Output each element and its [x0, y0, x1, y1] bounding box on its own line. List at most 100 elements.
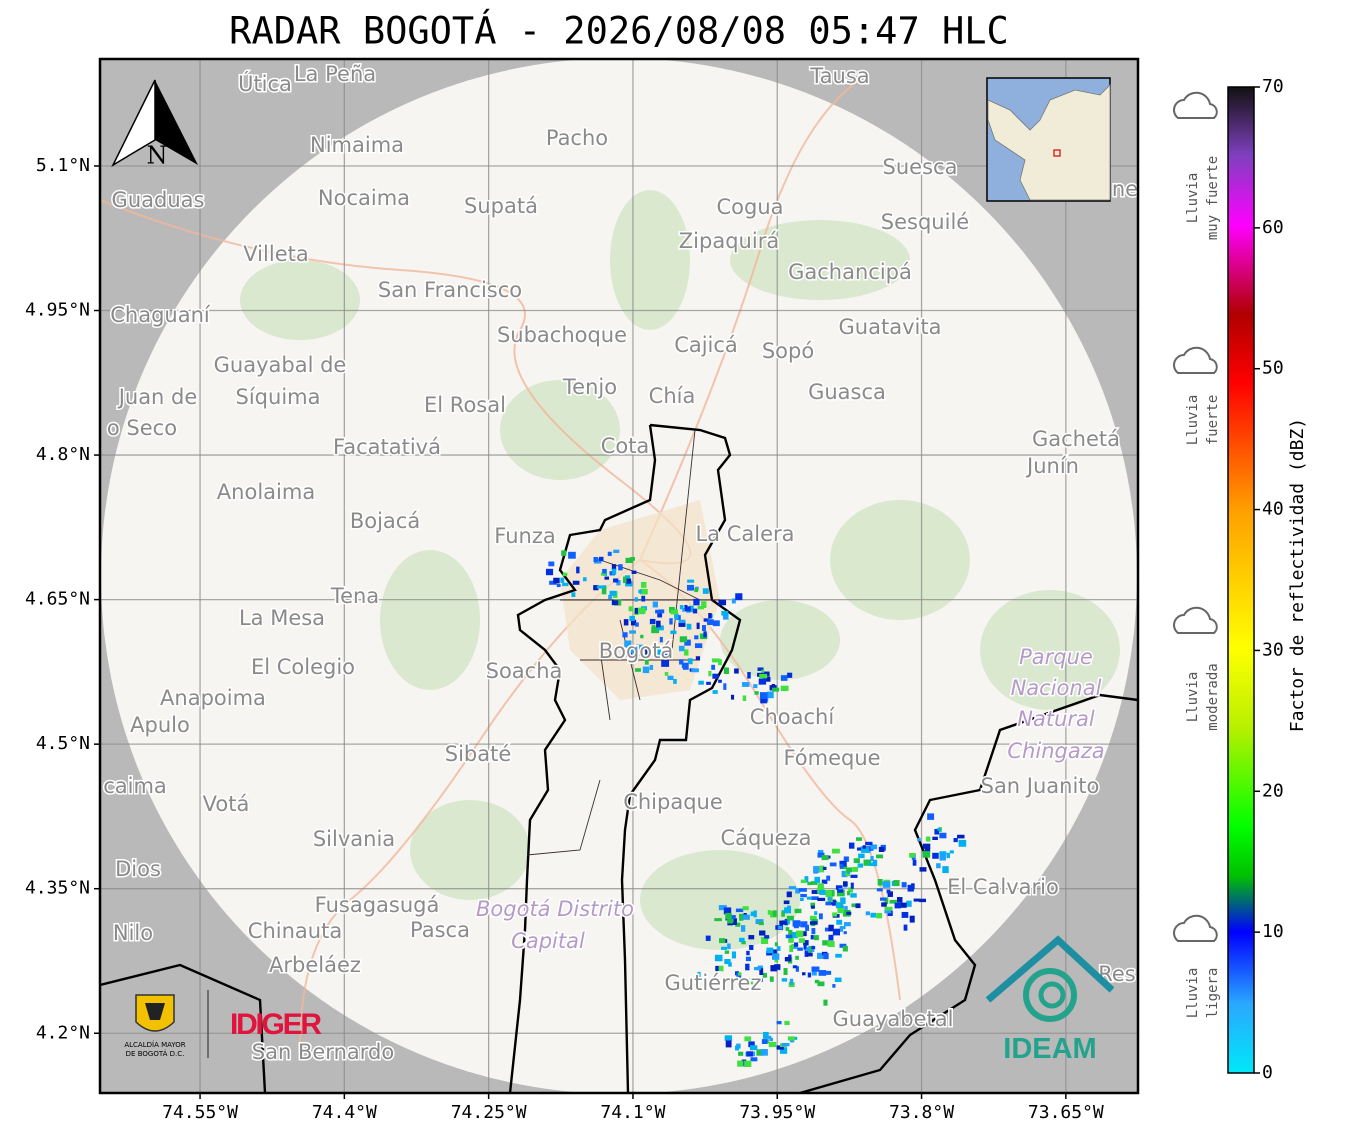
echo [917, 837, 921, 842]
echo [818, 913, 823, 920]
echo [804, 876, 809, 883]
department-border [799, 693, 1138, 1093]
place-label: Fómeque [783, 746, 880, 770]
echo [626, 649, 633, 657]
echo [848, 842, 855, 849]
echo [882, 881, 891, 888]
echo [727, 943, 731, 950]
place-label: Choachí [750, 705, 836, 729]
echo [817, 897, 826, 901]
rain-label: Lluvia [1185, 968, 1201, 1019]
echo [797, 947, 803, 951]
echo [785, 934, 793, 939]
echo [925, 836, 931, 842]
echo [750, 1045, 758, 1051]
echo [760, 697, 768, 704]
echo [842, 881, 848, 887]
echo [798, 938, 806, 943]
echo [624, 640, 632, 648]
echo [788, 954, 792, 959]
echo [746, 1051, 753, 1057]
echo [856, 837, 862, 841]
echo [694, 635, 699, 640]
echo [739, 913, 744, 921]
echo [922, 843, 931, 849]
echo [754, 691, 759, 695]
echo [657, 649, 662, 656]
echo [958, 839, 967, 847]
echo [861, 847, 869, 853]
echo [832, 848, 840, 854]
echo [841, 870, 848, 878]
echo [839, 943, 847, 948]
echo [641, 595, 646, 602]
echo [827, 940, 835, 948]
echo [912, 859, 917, 866]
echo [848, 887, 853, 893]
echo [553, 577, 560, 584]
place-label: San Bernardo [252, 1040, 394, 1064]
echo [747, 672, 751, 679]
echo [683, 649, 689, 656]
echo [622, 632, 628, 638]
echo [679, 659, 684, 665]
echo [635, 644, 644, 652]
place-label: Nimaima [310, 133, 404, 157]
place-label: Sopó [762, 339, 814, 363]
echo [703, 618, 709, 622]
echo [806, 896, 813, 900]
place-label: Sesquilé [881, 210, 969, 234]
weather-icon [1173, 606, 1218, 634]
echo [814, 911, 818, 915]
echo [795, 930, 804, 938]
rain-label: Lluvia [1185, 672, 1201, 723]
echo [737, 972, 742, 976]
echo [919, 867, 927, 872]
echo [900, 902, 907, 908]
echo [682, 608, 686, 612]
place-label: Chipaque [623, 790, 723, 814]
echo [622, 576, 627, 584]
echo [788, 937, 794, 943]
echo [593, 556, 598, 562]
echo [759, 930, 766, 936]
place-label: Soacha [486, 659, 563, 683]
echo [887, 891, 893, 897]
echo [803, 940, 809, 946]
echo [687, 579, 695, 583]
place-label: Arbeláez [269, 953, 361, 977]
echo [640, 581, 647, 588]
echo [901, 882, 907, 888]
echo [705, 935, 711, 941]
echo [736, 972, 742, 980]
echo [939, 832, 947, 839]
echo [843, 922, 851, 927]
echo [835, 885, 843, 890]
echo [696, 622, 700, 630]
echo [863, 859, 872, 866]
echo [695, 656, 701, 661]
place-label: Útica [238, 71, 292, 96]
place-label: Votá [203, 792, 250, 816]
echo [934, 829, 940, 835]
echo [693, 598, 700, 606]
place-label: La Peña [294, 62, 376, 86]
echo [927, 813, 935, 820]
echo [630, 556, 635, 561]
echo [669, 618, 673, 625]
echo [821, 855, 829, 861]
place-label: Síquima [236, 385, 321, 409]
echo [629, 630, 636, 634]
echo [750, 911, 754, 917]
echo [823, 999, 828, 1006]
echo [793, 921, 799, 929]
echo [953, 837, 958, 843]
colorbar-axis: 0 10 20 30 40 50 60 70 [1254, 76, 1284, 1083]
place-label: Chaguaní [110, 303, 211, 327]
place-label: La Calera [695, 522, 794, 546]
north-label: N [147, 142, 168, 170]
echo [758, 978, 763, 982]
echo [576, 566, 580, 574]
echo [889, 899, 897, 904]
echo [811, 970, 817, 976]
